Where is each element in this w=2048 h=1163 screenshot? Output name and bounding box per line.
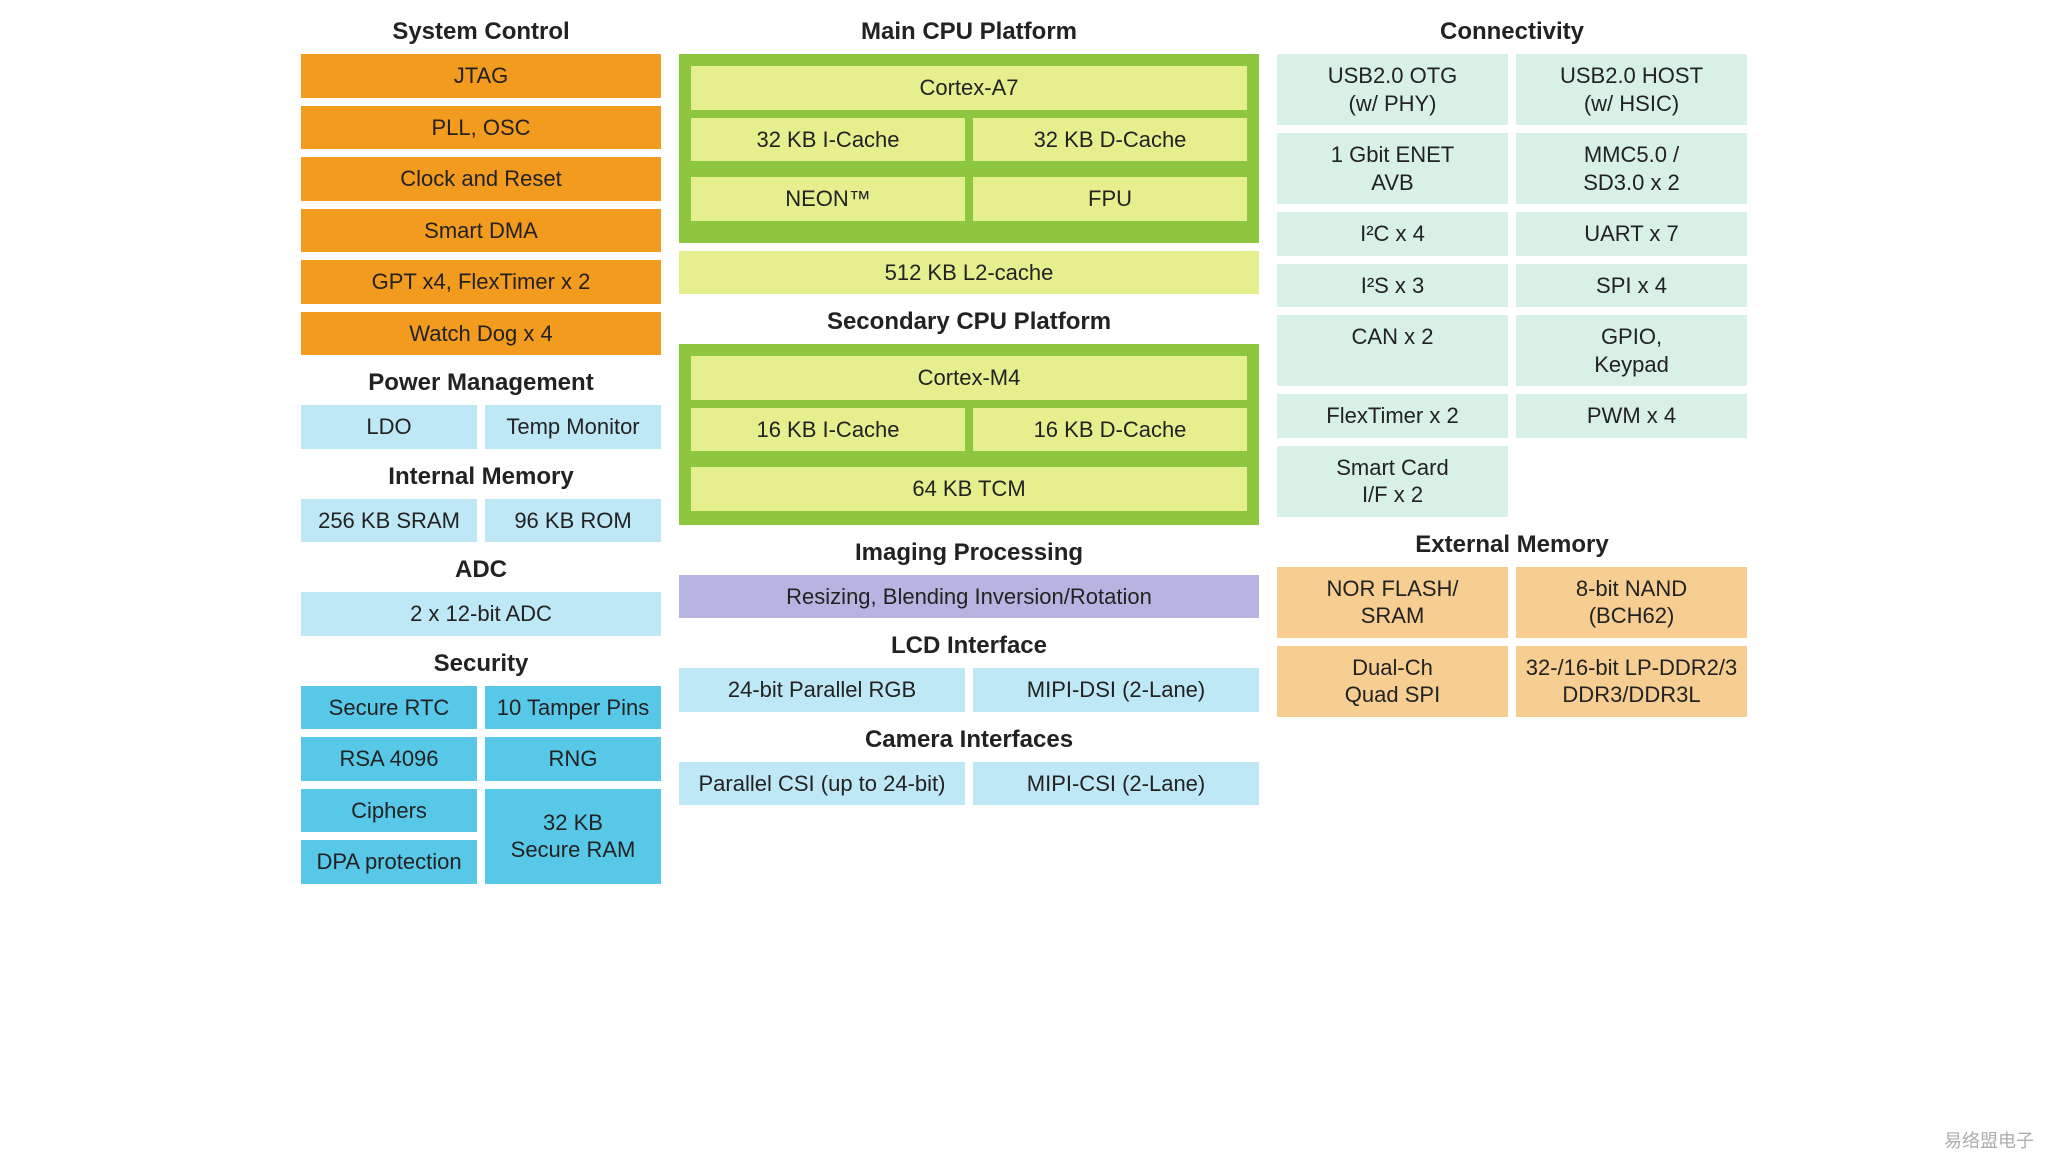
intmem-item: 96 KB ROM: [485, 499, 661, 543]
conn-item: MMC5.0 /SD3.0 x 2: [1516, 133, 1747, 204]
column-left: System Control JTAG PLL, OSC Clock and R…: [301, 12, 661, 892]
connectivity-title: Connectivity: [1277, 18, 1747, 46]
intmem-item: 256 KB SRAM: [301, 499, 477, 543]
security-item: DPA protection: [301, 840, 477, 884]
security-item: RNG: [485, 737, 661, 781]
power-mgmt-title: Power Management: [301, 369, 661, 397]
conn-item: USB2.0 HOST(w/ HSIC): [1516, 54, 1747, 125]
security-item: 10 Tamper Pins: [485, 686, 661, 730]
sec-cpu-dcache: 16 KB D-Cache: [973, 408, 1247, 452]
adc-item: 2 x 12-bit ADC: [301, 592, 661, 636]
security-left-stack: Secure RTC RSA 4096 Ciphers DPA protecti…: [301, 686, 477, 884]
sysctrl-item: PLL, OSC: [301, 106, 661, 150]
conn-item: SPI x 4: [1516, 264, 1747, 308]
secondary-cpu-title: Secondary CPU Platform: [679, 308, 1259, 336]
sec-cpu-core: Cortex-M4: [691, 356, 1247, 400]
conn-item: UART x 7: [1516, 212, 1747, 256]
security-right-stack: 10 Tamper Pins RNG 32 KBSecure RAM: [485, 686, 661, 884]
extmem-item: Dual-ChQuad SPI: [1277, 646, 1508, 717]
internal-memory-row: 256 KB SRAM 96 KB ROM: [301, 499, 661, 543]
lcd-row: 24-bit Parallel RGB MIPI-DSI (2-Lane): [679, 668, 1259, 712]
conn-item: GPIO,Keypad: [1516, 315, 1747, 386]
adc-title: ADC: [301, 556, 661, 584]
security-item: 32 KBSecure RAM: [485, 789, 661, 884]
lcd-title: LCD Interface: [679, 632, 1259, 660]
camera-item: MIPI-CSI (2-Lane): [973, 762, 1259, 806]
sec-cpu-icache: 16 KB I-Cache: [691, 408, 965, 452]
security-grid: Secure RTC RSA 4096 Ciphers DPA protecti…: [301, 686, 661, 884]
security-item: RSA 4096: [301, 737, 477, 781]
ext-memory-title: External Memory: [1277, 531, 1747, 559]
conn-item: CAN x 2: [1277, 315, 1508, 386]
watermark: 易络盟电子: [1944, 1127, 2034, 1153]
conn-item: I²S x 3: [1277, 264, 1508, 308]
power-mgmt-row: LDO Temp Monitor: [301, 405, 661, 449]
main-cpu-fpu: FPU: [973, 177, 1247, 221]
extmem-item: 8-bit NAND(BCH62): [1516, 567, 1747, 638]
sec-cpu-tcm: 64 KB TCM: [691, 467, 1247, 511]
power-item: LDO: [301, 405, 477, 449]
imaging-item: Resizing, Blending Inversion/Rotation: [679, 575, 1259, 619]
camera-row: Parallel CSI (up to 24-bit) MIPI-CSI (2-…: [679, 762, 1259, 806]
sysctrl-item: Watch Dog x 4: [301, 312, 661, 356]
sysctrl-item: Smart DMA: [301, 209, 661, 253]
secondary-cpu-box: Cortex-M4 16 KB I-Cache 16 KB D-Cache 64…: [679, 344, 1259, 525]
security-item: Secure RTC: [301, 686, 477, 730]
conn-item: USB2.0 OTG(w/ PHY): [1277, 54, 1508, 125]
camera-title: Camera Interfaces: [679, 726, 1259, 754]
camera-item: Parallel CSI (up to 24-bit): [679, 762, 965, 806]
conn-item: PWM x 4: [1516, 394, 1747, 438]
main-cpu-core: Cortex-A7: [691, 66, 1247, 110]
extmem-item: 32-/16-bit LP-DDR2/3DDR3/DDR3L: [1516, 646, 1747, 717]
soc-block-diagram: System Control JTAG PLL, OSC Clock and R…: [12, 12, 2036, 892]
lcd-item: 24-bit Parallel RGB: [679, 668, 965, 712]
conn-empty: [1516, 446, 1747, 517]
conn-item: Smart CardI/F x 2: [1277, 446, 1508, 517]
security-title: Security: [301, 650, 661, 678]
conn-item: FlexTimer x 2: [1277, 394, 1508, 438]
internal-memory-title: Internal Memory: [301, 463, 661, 491]
sysctrl-item: JTAG: [301, 54, 661, 98]
sysctrl-item: GPT x4, FlexTimer x 2: [301, 260, 661, 304]
security-item: Ciphers: [301, 789, 477, 833]
main-cpu-box: Cortex-A7 32 KB I-Cache 32 KB D-Cache NE…: [679, 54, 1259, 243]
imaging-title: Imaging Processing: [679, 539, 1259, 567]
conn-item: I²C x 4: [1277, 212, 1508, 256]
conn-item: 1 Gbit ENETAVB: [1277, 133, 1508, 204]
system-control-title: System Control: [301, 18, 661, 46]
main-cpu-title: Main CPU Platform: [679, 18, 1259, 46]
extmem-item: NOR FLASH/SRAM: [1277, 567, 1508, 638]
power-item: Temp Monitor: [485, 405, 661, 449]
sysctrl-item: Clock and Reset: [301, 157, 661, 201]
column-middle: Main CPU Platform Cortex-A7 32 KB I-Cach…: [679, 12, 1259, 892]
main-cpu-neon: NEON™: [691, 177, 965, 221]
main-cpu-icache: 32 KB I-Cache: [691, 118, 965, 162]
lcd-item: MIPI-DSI (2-Lane): [973, 668, 1259, 712]
main-cpu-dcache: 32 KB D-Cache: [973, 118, 1247, 162]
main-cpu-l2: 512 KB L2-cache: [679, 251, 1259, 295]
column-right: Connectivity USB2.0 OTG(w/ PHY)USB2.0 HO…: [1277, 12, 1747, 892]
